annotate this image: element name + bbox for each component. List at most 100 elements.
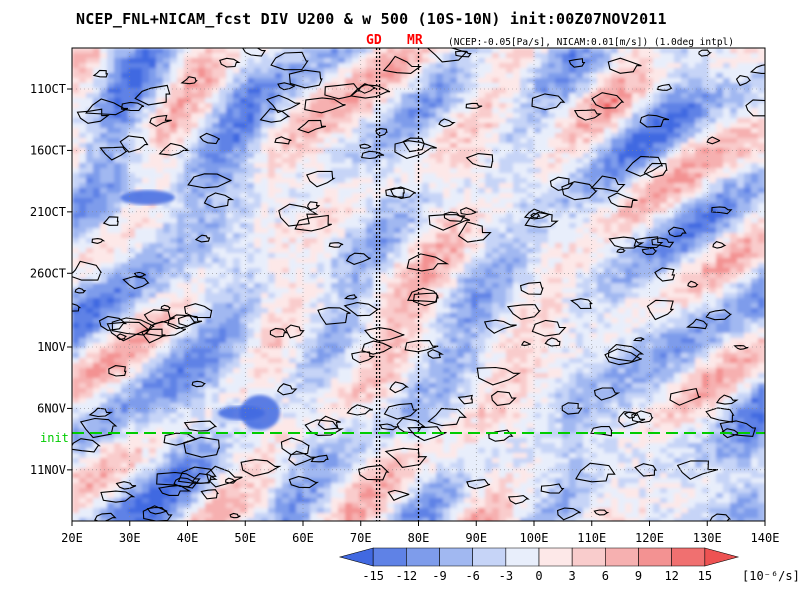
heat-cell [100, 268, 108, 274]
heat-cell [702, 163, 710, 169]
heat-cell [597, 153, 605, 159]
heat-cell [590, 133, 598, 139]
heat-cell [744, 118, 752, 124]
heat-cell [492, 188, 500, 194]
heat-cell [191, 223, 199, 229]
heat-cell [499, 133, 507, 139]
heat-cell [324, 118, 332, 124]
heat-cell [576, 278, 584, 284]
heat-cell [590, 243, 598, 249]
heat-cell [492, 173, 500, 179]
heat-cell [506, 73, 514, 79]
heat-cell [289, 263, 297, 269]
heat-cell [730, 123, 738, 129]
heat-cell [716, 203, 724, 209]
heat-cell [282, 103, 290, 109]
heat-cell [660, 78, 668, 84]
heat-cell [79, 118, 87, 124]
heat-cell [443, 63, 451, 69]
heat-cell [681, 218, 689, 224]
heat-cell [443, 263, 451, 269]
heat-cell [674, 63, 682, 69]
heat-cell [583, 278, 591, 284]
heat-cell [436, 48, 444, 54]
heat-cell [408, 248, 416, 254]
heat-cell [569, 158, 577, 164]
heat-cell [758, 248, 765, 254]
heat-cell [450, 253, 458, 259]
heat-cell [436, 98, 444, 104]
heat-cell [548, 123, 556, 129]
heat-cell [457, 268, 465, 274]
heat-cell [737, 248, 745, 254]
heat-cell [352, 233, 360, 239]
heat-cell [219, 193, 227, 199]
heat-cell [457, 258, 465, 264]
heat-cell [317, 273, 325, 279]
heat-cell [541, 128, 549, 134]
heat-cell [730, 243, 738, 249]
heat-cell [597, 63, 605, 69]
heat-cell [611, 128, 619, 134]
heat-cell [408, 153, 416, 159]
heat-cell [289, 128, 297, 134]
heat-cell [128, 98, 136, 104]
heat-cell [100, 208, 108, 214]
heat-cell [261, 228, 269, 234]
heat-cell [338, 223, 346, 229]
heat-cell [569, 168, 577, 174]
heat-cell [632, 153, 640, 159]
heat-cell [93, 58, 101, 64]
heat-cell [107, 73, 115, 79]
heat-cell [205, 173, 213, 179]
heat-cell [681, 208, 689, 214]
heat-cell [191, 103, 199, 109]
heat-cell [443, 268, 451, 274]
heat-cell [128, 163, 136, 169]
heat-cell [716, 218, 724, 224]
heat-cell [170, 148, 178, 154]
heat-cell [443, 93, 451, 99]
heat-cell [464, 228, 472, 234]
heat-cell [219, 223, 227, 229]
heat-cell [86, 98, 94, 104]
heat-cell [219, 178, 227, 184]
heat-cell [555, 48, 563, 54]
heat-cell [723, 158, 731, 164]
heat-cell [198, 213, 206, 219]
heat-cell [758, 223, 765, 229]
heat-cell [464, 233, 472, 239]
heat-cell [275, 63, 283, 69]
heat-cell [723, 278, 731, 284]
heat-cell [429, 258, 437, 264]
heat-cell [380, 258, 388, 264]
heat-cell [261, 188, 269, 194]
heat-cell [618, 103, 626, 109]
heat-cell [331, 233, 339, 239]
heat-cell [450, 98, 458, 104]
heat-cell [93, 258, 101, 264]
heat-cell [625, 53, 633, 59]
heat-cell [520, 258, 528, 264]
heat-cell [527, 83, 535, 89]
heat-cell [583, 168, 591, 174]
heat-cell [219, 83, 227, 89]
heat-cell [534, 128, 542, 134]
heat-cell [275, 98, 283, 104]
heat-cell [310, 208, 318, 214]
heat-cell [534, 288, 542, 294]
heat-cell [660, 213, 668, 219]
heat-cell [618, 198, 626, 204]
heat-cell [401, 193, 409, 199]
heat-cell [485, 203, 493, 209]
heat-cell [436, 203, 444, 209]
heat-cell [471, 158, 479, 164]
heat-cell [527, 158, 535, 164]
heat-cell [576, 138, 584, 144]
heat-cell [492, 218, 500, 224]
heat-cell [758, 198, 765, 204]
heat-cell [324, 208, 332, 214]
heat-cell [240, 133, 248, 139]
heat-cell [555, 223, 563, 229]
heat-cell [576, 78, 584, 84]
